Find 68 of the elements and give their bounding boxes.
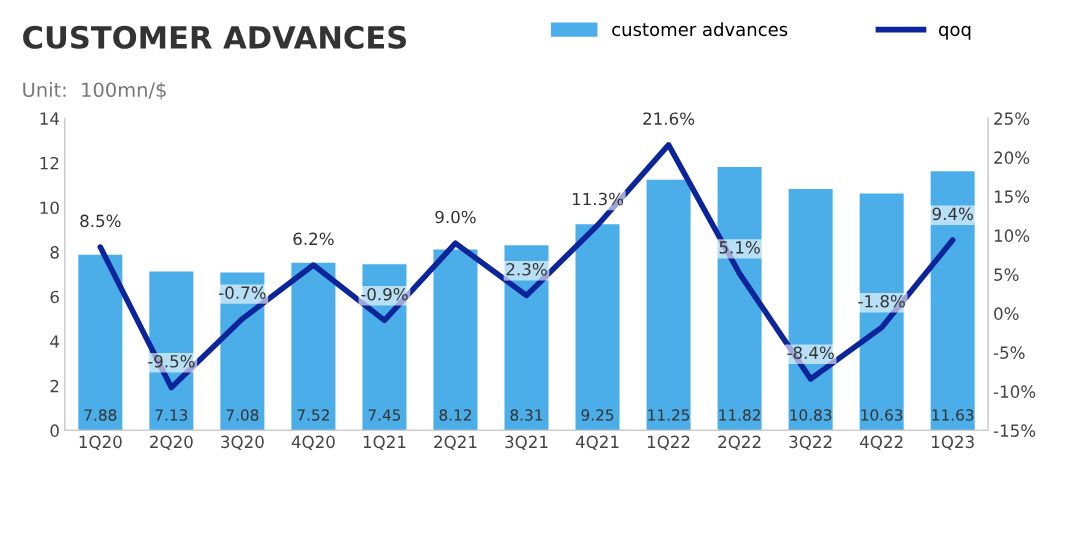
data-label: 11.82 xyxy=(719,409,760,421)
data-label: 11.3% xyxy=(572,192,624,206)
y2-tick-label: 0% xyxy=(994,307,1019,320)
y2-tick-label: -15% xyxy=(993,424,1036,437)
bar xyxy=(717,166,762,431)
bar xyxy=(504,245,549,431)
x-tick-label: 4Q22 xyxy=(860,435,903,451)
x-tick-label: 1Q20 xyxy=(79,435,122,451)
bar xyxy=(291,262,336,431)
y-tick-label: 0 xyxy=(50,424,59,437)
data-label: 9.4% xyxy=(932,207,973,221)
chart-title: CUSTOMER ADVANCES xyxy=(23,25,406,49)
bar xyxy=(575,224,620,431)
data-label: 8.31 xyxy=(510,409,543,421)
x-tick-label: 4Q21 xyxy=(575,435,619,451)
y-tick-label: 14 xyxy=(40,112,59,125)
data-label: 8.5% xyxy=(80,214,121,228)
data-label: 2.3% xyxy=(506,262,547,276)
data-label: 7.52 xyxy=(297,409,329,421)
data-label: 9.0% xyxy=(435,210,476,224)
data-label: -1.8% xyxy=(858,294,905,308)
y-tick-label: 6 xyxy=(50,290,59,304)
y-tick-label: 8 xyxy=(50,246,59,259)
bar xyxy=(78,254,123,431)
chart-subtitle: Unit: 100mn/$ xyxy=(23,82,166,100)
x-tick-label: 1Q22 xyxy=(647,435,690,451)
legend-label: customer advances xyxy=(612,22,788,37)
y-tick-label: 12 xyxy=(40,156,59,170)
data-label: 11.63 xyxy=(932,409,974,421)
y2-tick-label: 5% xyxy=(994,268,1019,281)
data-label: 5.1% xyxy=(719,241,760,254)
y2-tick-label: 25% xyxy=(994,112,1030,125)
data-label: -0.7% xyxy=(219,286,266,299)
x-tick-label: 1Q21 xyxy=(363,435,406,451)
data-label: 7.13 xyxy=(155,409,188,421)
data-label: 7.88 xyxy=(84,409,117,421)
bar xyxy=(930,171,975,431)
x-tick-label: 4Q20 xyxy=(291,435,335,451)
data-label: -8.4% xyxy=(787,346,834,360)
legend-label: qoq xyxy=(938,25,971,40)
data-label: 8.12 xyxy=(439,409,471,421)
x-tick-label: 1Q23 xyxy=(932,435,974,451)
data-label: -9.5% xyxy=(147,354,195,368)
data-label: 7.45 xyxy=(368,409,401,421)
x-tick-label: 2Q22 xyxy=(718,435,761,451)
data-label: 7.08 xyxy=(226,409,259,421)
data-label: 10.83 xyxy=(790,409,832,421)
data-label: 11.25 xyxy=(648,409,690,421)
x-tick-label: 3Q22 xyxy=(789,435,832,451)
y2-tick-label: 20% xyxy=(994,151,1030,164)
y2-tick-label: 10% xyxy=(994,229,1030,242)
x-tick-label: 3Q21 xyxy=(505,435,548,451)
bar xyxy=(646,179,691,431)
y-tick-label: 4 xyxy=(50,335,59,348)
data-label: 21.6% xyxy=(643,112,695,125)
x-tick-label: 2Q21 xyxy=(434,435,477,451)
y2-tick-label: -5% xyxy=(993,346,1025,359)
data-label: 10.63 xyxy=(861,409,903,421)
y-tick-label: 10 xyxy=(40,201,59,215)
data-label: 9.25 xyxy=(581,409,614,421)
y-tick-label: 2 xyxy=(50,379,59,393)
y2-tick-label: -10% xyxy=(993,385,1036,398)
x-tick-label: 3Q20 xyxy=(221,435,264,451)
data-label: -0.9% xyxy=(361,287,408,301)
x-tick-label: 2Q20 xyxy=(150,435,193,451)
bar xyxy=(433,249,478,431)
y2-tick-label: 15% xyxy=(994,190,1030,203)
data-label: 6.2% xyxy=(293,232,334,246)
